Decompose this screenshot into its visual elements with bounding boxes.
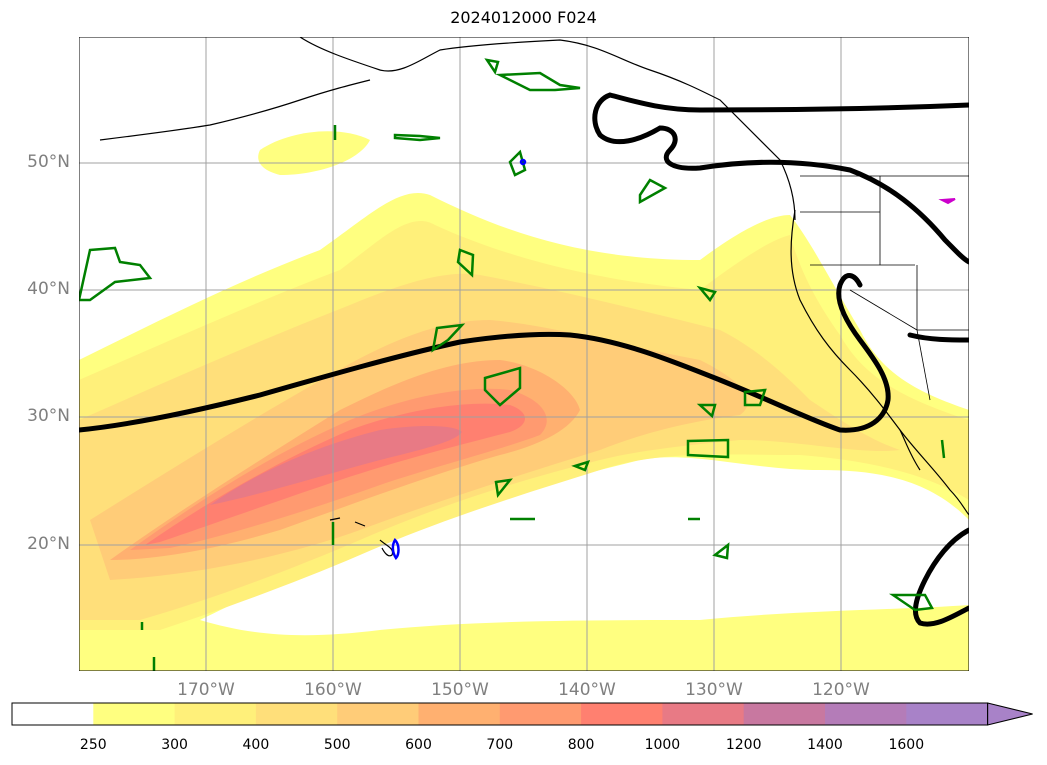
blue-contour-2 xyxy=(519,158,527,166)
colorbar xyxy=(11,702,1033,726)
green-contour-19 xyxy=(888,593,934,612)
green-contour-24 xyxy=(940,439,946,459)
colorbar-frame xyxy=(11,702,989,726)
jet-line-right xyxy=(907,332,969,343)
colorbar-segment xyxy=(255,703,338,725)
green-contours xyxy=(79,58,946,671)
colorbar-tick-label: 400 xyxy=(242,737,270,753)
coastlines xyxy=(99,37,969,557)
north-america-west-coast xyxy=(790,209,969,516)
green-contour-16 xyxy=(571,460,591,472)
magenta-contour-1 xyxy=(938,198,956,205)
colorbar-tick-label: 700 xyxy=(486,737,514,753)
map-title: 2024012000 F024 xyxy=(450,8,597,27)
lon-label-170w: 170°W xyxy=(177,680,235,700)
green-contour-9 xyxy=(483,366,522,407)
lon-label-150w: 150°W xyxy=(431,680,489,700)
colorbar-tick-label: 1200 xyxy=(725,737,762,753)
lat-label-40n: 40°N xyxy=(27,279,70,299)
az-border xyxy=(916,329,931,401)
lat-label-30n: 30°N xyxy=(27,406,70,426)
blue-contours xyxy=(391,158,527,560)
colorbar-segment xyxy=(418,703,501,725)
colorbar-segment xyxy=(906,703,989,725)
colorbar-segment xyxy=(174,703,257,725)
ca-nv-diagonal xyxy=(849,289,918,331)
colorbar-tick-label: 300 xyxy=(161,737,188,753)
baja-coast xyxy=(899,429,921,471)
green-contour-14 xyxy=(494,478,513,499)
green-contour-11 xyxy=(743,388,767,407)
jet-line-southeast xyxy=(912,527,969,627)
blue-contour-1 xyxy=(391,537,400,560)
alaska-coast xyxy=(299,37,796,221)
green-contour-6 xyxy=(638,178,668,205)
green-contour-7 xyxy=(456,248,475,278)
colorbar-tick-label: 600 xyxy=(405,737,432,753)
green-contour-13 xyxy=(686,438,730,459)
lon-label-160w: 160°W xyxy=(304,680,362,700)
green-contour-3 xyxy=(484,58,500,75)
colorbar-segment xyxy=(12,703,94,725)
lon-label-140w: 140°W xyxy=(558,680,616,700)
green-contour-1 xyxy=(79,246,153,302)
colorbar-tick-label: 1400 xyxy=(807,737,843,753)
jet-line-main xyxy=(79,273,891,433)
borders xyxy=(800,175,969,401)
green-contour-2 xyxy=(495,71,581,92)
lat-label-20n: 20°N xyxy=(27,534,70,554)
lon-label-130w: 130°W xyxy=(685,680,743,700)
contour-1000 xyxy=(210,426,462,505)
colorbar-tick-label: 500 xyxy=(323,737,351,753)
green-contour-12 xyxy=(696,403,717,419)
colorbar-tick-label: 800 xyxy=(567,737,595,753)
colorbar-extend-arrow xyxy=(987,702,1033,726)
colorbar-tick-label: 250 xyxy=(79,737,107,753)
colorbar-segment xyxy=(825,703,907,725)
colorbar-segment xyxy=(581,703,663,725)
colorbar-segment xyxy=(93,703,176,725)
colorbar-segment xyxy=(499,703,582,725)
hawaii-islands xyxy=(329,517,394,557)
lon-label-120w: 120°W xyxy=(812,680,870,700)
green-contour-4 xyxy=(393,133,441,142)
jet-line-north xyxy=(592,92,969,265)
colorbar-segment xyxy=(743,703,826,725)
green-contour-10 xyxy=(696,285,717,303)
gridlines xyxy=(79,37,969,671)
colorbar-tick-label: 1000 xyxy=(644,737,681,753)
aleutian-chain xyxy=(99,79,371,141)
contour-250-north xyxy=(258,131,370,175)
colorbar-segment xyxy=(662,703,745,725)
jet-contours xyxy=(79,92,969,627)
colorbar-tick-label: 1600 xyxy=(888,737,925,753)
shaded-contours xyxy=(79,131,969,671)
lat-label-50n: 50°N xyxy=(27,152,70,172)
map-panel xyxy=(79,37,969,671)
green-contour-8 xyxy=(431,323,466,353)
green-contour-5 xyxy=(508,149,527,177)
colorbar-segment xyxy=(337,703,419,725)
magenta-contours xyxy=(938,198,956,205)
green-contour-18 xyxy=(712,542,730,560)
